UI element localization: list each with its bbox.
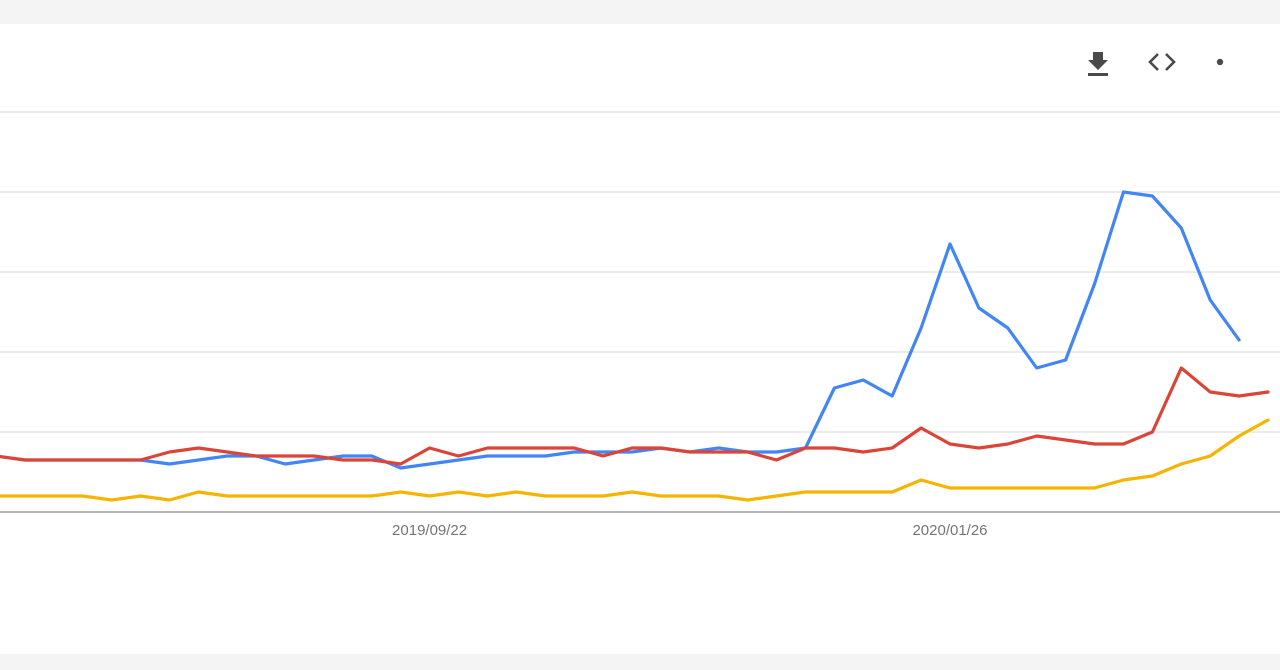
embed-code-icon[interactable]: [1144, 44, 1180, 80]
chart-card: [0, 24, 1280, 654]
more-options-icon[interactable]: [1208, 44, 1244, 80]
x-tick-label: 2019/09/22: [392, 522, 467, 539]
gridlines: [0, 111, 1280, 513]
x-tick-label: 2020/01/26: [912, 522, 987, 539]
chart-toolbar: [1080, 44, 1280, 84]
series-line-2[interactable]: [0, 366, 1270, 466]
download-icon[interactable]: [1080, 44, 1116, 80]
series-line-1[interactable]: [0, 190, 1241, 470]
series-line-3[interactable]: [0, 418, 1270, 502]
series-lines: [0, 190, 1270, 502]
x-axis-ticks: 2019/09/22 2020/01/26: [392, 522, 987, 539]
